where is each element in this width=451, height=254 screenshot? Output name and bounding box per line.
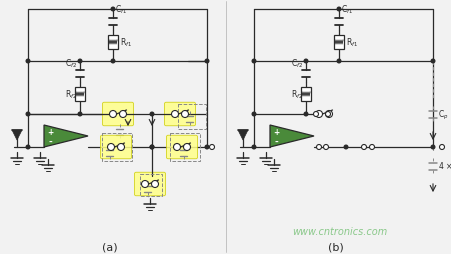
Circle shape [205,60,208,64]
Bar [333,36,343,50]
FancyBboxPatch shape [164,103,195,126]
Text: 4 × C$_p$: 4 × C$_p$ [437,160,451,173]
Text: C$_{f2}$: C$_{f2}$ [64,57,77,70]
Circle shape [171,111,178,118]
Circle shape [209,145,214,150]
Circle shape [109,111,116,118]
Polygon shape [44,125,88,147]
Polygon shape [238,131,248,140]
Circle shape [336,60,340,64]
FancyBboxPatch shape [134,172,165,196]
Circle shape [150,113,153,116]
Circle shape [304,60,307,64]
Text: (a): (a) [102,242,118,252]
Bar [102,133,132,161]
Polygon shape [12,131,22,140]
Circle shape [181,111,188,118]
Text: R$_{f1}$: R$_{f1}$ [345,37,357,49]
Circle shape [252,113,255,116]
Circle shape [252,146,255,149]
Bar [108,36,118,50]
Bar [140,174,161,196]
Circle shape [315,111,322,118]
Circle shape [119,111,126,118]
Circle shape [316,145,321,150]
Circle shape [141,181,148,188]
Circle shape [183,144,190,151]
Circle shape [252,60,255,64]
Circle shape [150,146,153,149]
Circle shape [26,113,30,116]
Circle shape [150,146,153,149]
Text: R$_{f2}$: R$_{f2}$ [64,88,77,101]
Text: +: + [272,128,279,137]
Text: C$_{f2}$: C$_{f2}$ [290,57,302,70]
Circle shape [173,144,180,151]
Circle shape [111,8,115,12]
Circle shape [313,112,318,117]
Circle shape [205,146,208,149]
Circle shape [323,145,328,150]
Circle shape [151,181,158,188]
Bar [178,105,206,130]
Polygon shape [269,125,313,147]
Circle shape [430,146,434,149]
Circle shape [304,113,307,116]
Circle shape [26,60,30,64]
FancyBboxPatch shape [102,103,133,126]
Text: (b): (b) [327,242,343,252]
Circle shape [78,60,82,64]
Text: -: - [48,137,52,146]
Text: C$_p$: C$_p$ [437,108,447,121]
Bar [170,133,199,161]
Circle shape [325,111,332,118]
Circle shape [117,144,124,151]
Text: +: + [47,128,53,137]
Bar [300,88,310,102]
Circle shape [78,113,82,116]
Circle shape [361,145,366,150]
Circle shape [107,144,114,151]
Circle shape [325,112,330,117]
Text: -: - [273,137,277,146]
Bar [75,88,85,102]
Circle shape [430,60,434,64]
Text: R$_{f2}$: R$_{f2}$ [290,88,302,101]
Circle shape [336,8,340,12]
FancyBboxPatch shape [166,136,197,159]
Text: C$_{f1}$: C$_{f1}$ [340,4,352,16]
FancyBboxPatch shape [100,136,131,159]
Circle shape [438,145,443,150]
Text: www.cntronics.com: www.cntronics.com [292,226,387,236]
Circle shape [26,146,30,149]
Circle shape [111,60,115,64]
Text: R$_{f1}$: R$_{f1}$ [120,37,132,49]
Text: C$_{f1}$: C$_{f1}$ [115,4,127,16]
Circle shape [344,146,347,149]
Circle shape [368,145,374,150]
